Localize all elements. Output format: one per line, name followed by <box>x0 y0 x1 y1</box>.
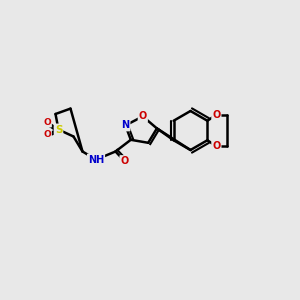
Text: S: S <box>55 124 62 135</box>
Text: O: O <box>212 110 220 120</box>
Text: O: O <box>212 141 220 151</box>
Text: O: O <box>43 118 51 127</box>
Text: N: N <box>121 120 130 130</box>
Text: O: O <box>43 130 51 139</box>
Text: O: O <box>120 156 129 166</box>
Text: NH: NH <box>88 154 104 165</box>
Text: O: O <box>139 111 147 122</box>
